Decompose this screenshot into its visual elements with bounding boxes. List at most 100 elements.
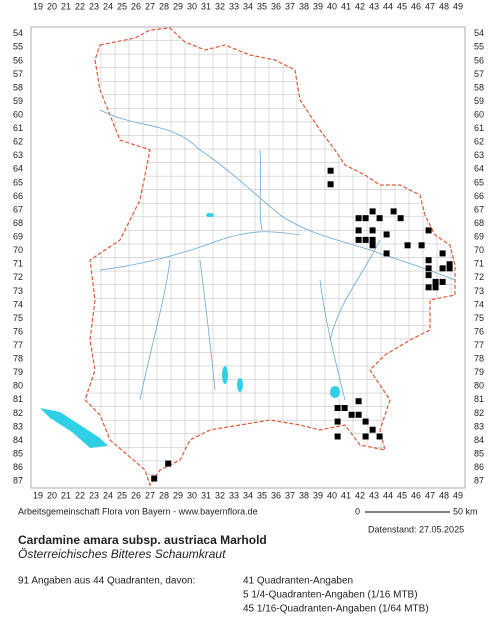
record-square (334, 418, 341, 425)
column-label: 32 (215, 1, 225, 11)
record-square (355, 236, 362, 243)
row-label: 55 (13, 42, 23, 52)
column-label: 31 (201, 1, 211, 11)
column-label: 35 (257, 490, 267, 500)
row-label: 54 (474, 28, 484, 38)
row-label: 63 (474, 150, 484, 160)
title: Cardamine amara subsp. austriaca Marhold (18, 533, 267, 547)
column-label: 26 (131, 490, 141, 500)
record-square (390, 208, 397, 215)
record-square (425, 272, 432, 279)
row-label: 86 (474, 462, 484, 472)
column-label: 19 (33, 1, 43, 11)
column-label: 21 (61, 1, 71, 11)
record-square (327, 167, 334, 174)
column-label: 37 (285, 1, 295, 11)
column-label: 31 (201, 490, 211, 500)
column-label: 40 (327, 1, 337, 11)
record-square (369, 227, 376, 234)
row-label: 85 (13, 448, 23, 458)
column-label: 36 (271, 1, 281, 11)
record-square (425, 265, 432, 272)
record-square (432, 278, 439, 285)
row-label: 59 (474, 96, 484, 106)
column-label: 28 (159, 1, 169, 11)
records (151, 167, 453, 482)
date: Datenstand: 27.05.2025 (368, 524, 464, 534)
record-square (425, 227, 432, 234)
record-square (165, 460, 172, 467)
column-label: 30 (187, 1, 197, 11)
column-label: 33 (229, 490, 239, 500)
row-label: 58 (474, 82, 484, 92)
column-label: 45 (397, 1, 407, 11)
record-square (432, 284, 439, 291)
row-label: 68 (474, 218, 484, 228)
row-label: 60 (13, 110, 23, 120)
row-label: 86 (13, 462, 23, 472)
column-label: 49 (453, 490, 463, 500)
record-square (362, 433, 369, 440)
row-label: 58 (13, 82, 23, 92)
record-square (362, 236, 369, 243)
row-label: 64 (474, 164, 484, 174)
row-label: 81 (13, 394, 23, 404)
column-label: 46 (411, 490, 421, 500)
row-label: 83 (13, 421, 23, 431)
column-label: 22 (75, 1, 85, 11)
column-label: 43 (369, 1, 379, 11)
column-label: 49 (453, 1, 463, 11)
record-square (348, 411, 355, 418)
column-label: 24 (103, 490, 113, 500)
column-label: 29 (173, 490, 183, 500)
row-label: 77 (13, 340, 23, 350)
column-label: 34 (243, 1, 253, 11)
column-label: 19 (33, 490, 43, 500)
row-label: 69 (13, 232, 23, 242)
column-label: 40 (327, 490, 337, 500)
row-label: 71 (474, 259, 484, 269)
row-label: 82 (474, 408, 484, 418)
column-label: 32 (215, 490, 225, 500)
record-square (355, 411, 362, 418)
row-label: 75 (13, 313, 23, 323)
record-square (439, 265, 446, 272)
record-square (446, 261, 453, 268)
record-square (341, 405, 348, 412)
row-label: 69 (474, 232, 484, 242)
column-label: 25 (117, 490, 127, 500)
record-square (355, 215, 362, 222)
row-label: 72 (474, 272, 484, 282)
column-label: 43 (369, 490, 379, 500)
row-label: 56 (474, 55, 484, 65)
column-label: 27 (145, 490, 155, 500)
row-label: 66 (474, 191, 484, 201)
lakes (40, 213, 340, 448)
grid (85, 28, 455, 485)
row-label: 74 (474, 299, 484, 309)
record-square (334, 433, 341, 440)
subtitle: Österreichisches Bitteres Schaumkraut (18, 547, 226, 561)
row-label: 71 (13, 259, 23, 269)
record-square (439, 250, 446, 257)
row-label: 60 (474, 110, 484, 120)
column-label: 33 (229, 1, 239, 11)
column-label: 28 (159, 490, 169, 500)
column-label: 37 (285, 490, 295, 500)
row-label: 87 (13, 476, 23, 486)
row-label: 68 (13, 218, 23, 228)
scale-start: 0 (355, 506, 360, 516)
row-label: 79 (13, 367, 23, 377)
record-square (355, 227, 362, 234)
row-label: 84 (13, 435, 23, 445)
row-label: 65 (13, 177, 23, 187)
credit: Arbeitsgemeinschaft Flora von Bayern - w… (18, 506, 258, 516)
record-square (327, 181, 334, 188)
row-label: 67 (13, 204, 23, 214)
column-label: 39 (313, 1, 323, 11)
map-frame (30, 26, 466, 489)
row-label: 73 (13, 286, 23, 296)
record-square (376, 433, 383, 440)
row-label: 74 (13, 299, 23, 309)
record-square (334, 405, 341, 412)
